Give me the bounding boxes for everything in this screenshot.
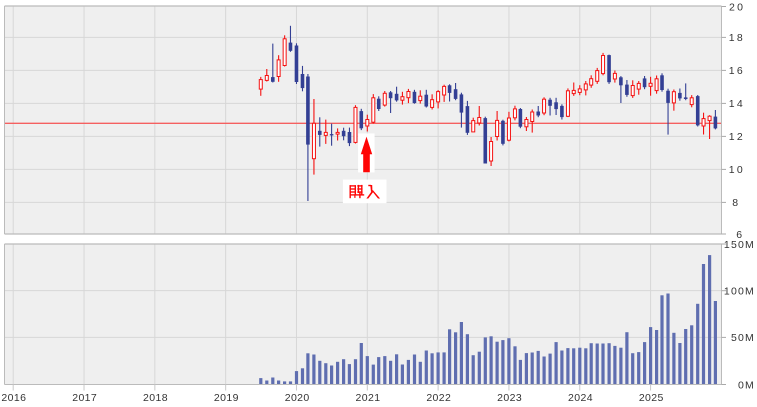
svg-text:18: 18: [729, 32, 745, 44]
svg-text:2023: 2023: [497, 392, 522, 404]
svg-text:2016: 2016: [1, 392, 26, 404]
svg-text:2021: 2021: [356, 392, 381, 404]
svg-text:8: 8: [732, 197, 740, 209]
svg-text:12: 12: [729, 131, 745, 143]
svg-text:14: 14: [729, 98, 745, 110]
svg-text:2024: 2024: [568, 392, 593, 404]
svg-text:2017: 2017: [72, 392, 97, 404]
svg-text:2020: 2020: [285, 392, 310, 404]
svg-text:2018: 2018: [143, 392, 168, 404]
svg-text:2019: 2019: [214, 392, 239, 404]
svg-text:0M: 0M: [738, 379, 755, 391]
svg-text:20: 20: [729, 1, 745, 13]
svg-text:10: 10: [729, 164, 745, 176]
svg-text:2022: 2022: [426, 392, 451, 404]
svg-text:2025: 2025: [639, 392, 664, 404]
svg-text:6: 6: [736, 229, 744, 241]
svg-text:150M: 150M: [724, 239, 755, 251]
svg-text:16: 16: [729, 65, 745, 77]
svg-text:50M: 50M: [731, 332, 755, 344]
svg-text:100M: 100M: [724, 286, 755, 298]
